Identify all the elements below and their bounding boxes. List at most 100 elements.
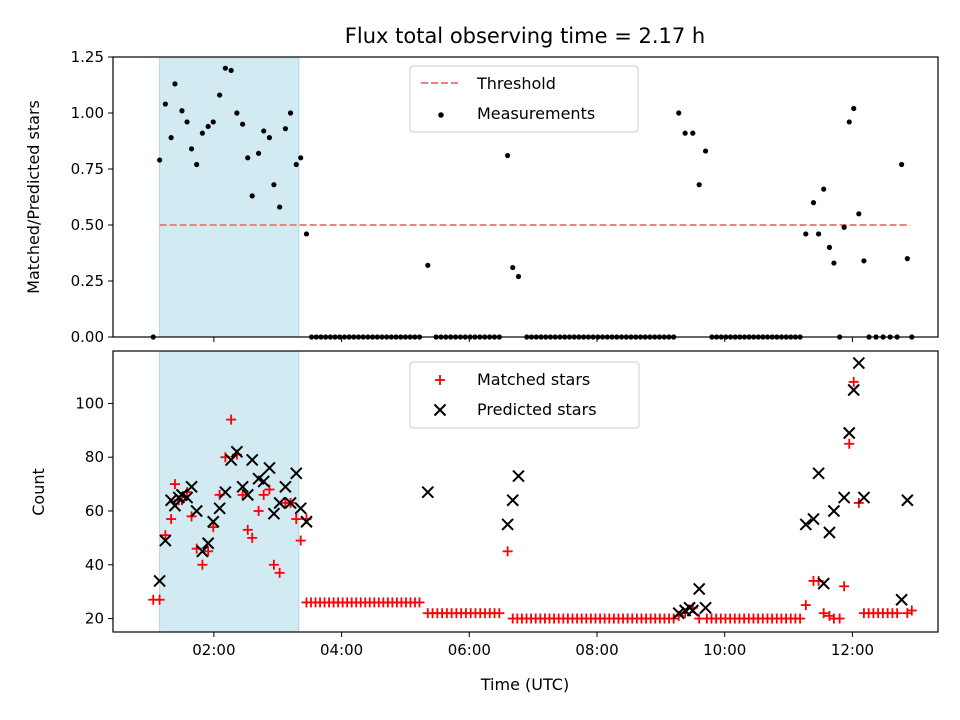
measurement-point bbox=[240, 121, 246, 127]
predicted-star-point bbox=[241, 488, 254, 502]
bottom-matched-points bbox=[148, 376, 917, 624]
x-stroke-b bbox=[207, 515, 220, 528]
measurement-point bbox=[298, 155, 304, 161]
predicted-star-point bbox=[185, 480, 198, 494]
x-stroke-b bbox=[252, 472, 265, 485]
measurement-point bbox=[515, 273, 522, 280]
predicted-star-point bbox=[827, 504, 841, 518]
predicted-star-point bbox=[201, 537, 215, 550]
measurement-point bbox=[222, 65, 228, 71]
x-stroke-b bbox=[284, 496, 297, 510]
matched-star-point bbox=[242, 524, 253, 535]
measurement-point bbox=[228, 67, 234, 74]
matched-star-point bbox=[258, 489, 269, 500]
measurement-point bbox=[899, 161, 905, 168]
y-tick-label: 0.25 bbox=[71, 272, 104, 290]
measurement-point bbox=[172, 81, 178, 87]
x-stroke-b bbox=[294, 502, 307, 515]
measurement-point bbox=[846, 119, 852, 125]
x-stroke-b bbox=[506, 494, 519, 507]
y-tick-label: 80 bbox=[85, 448, 104, 466]
matched-star-point bbox=[274, 567, 285, 578]
top-y-axis-label: Matched/Predicted stars bbox=[24, 100, 43, 294]
x-stroke-b bbox=[180, 491, 194, 504]
x-tick-label: 04:00 bbox=[320, 641, 363, 659]
matched-star-point bbox=[800, 600, 811, 611]
y-tick-label: 1.25 bbox=[71, 48, 104, 66]
x-tick-label: 10:00 bbox=[703, 641, 746, 659]
measurement-point bbox=[815, 231, 822, 237]
x-tick-label: 12:00 bbox=[831, 641, 874, 659]
x-stroke-b bbox=[236, 480, 249, 494]
matched-star-point bbox=[291, 514, 302, 525]
top-legend-box bbox=[409, 65, 639, 133]
top-plot-frame bbox=[112, 56, 939, 338]
legend-measurements-label: Measurements bbox=[477, 104, 595, 123]
predicted-star-point bbox=[230, 445, 244, 459]
matched-star-point bbox=[848, 376, 859, 387]
legend-threshold-label: Threshold bbox=[476, 74, 556, 93]
matched-star-point bbox=[795, 613, 806, 624]
x-stroke-b bbox=[267, 507, 281, 520]
observing-span bbox=[159, 56, 300, 338]
y-tick-label: 40 bbox=[85, 556, 104, 574]
x-stroke-b bbox=[159, 534, 172, 547]
x-stroke-b bbox=[153, 574, 166, 588]
x-stroke-b bbox=[812, 467, 825, 480]
predicted-star-point bbox=[219, 485, 232, 499]
bottom-x-axis: 02:00 04:00 06:00 08:00 10:00 12:00 bbox=[192, 632, 874, 659]
predicted-star-point bbox=[895, 593, 908, 606]
measurement-point bbox=[184, 119, 190, 125]
predicted-star-point bbox=[501, 518, 514, 531]
x-stroke-b bbox=[692, 582, 706, 596]
x-stroke-b bbox=[686, 604, 700, 617]
predicted-star-point bbox=[847, 383, 860, 397]
x-stroke-b bbox=[837, 491, 851, 504]
predicted-star-point bbox=[273, 496, 286, 510]
matched-star-point bbox=[268, 559, 279, 570]
measurement-point bbox=[255, 150, 262, 156]
predicted-star-point bbox=[823, 526, 836, 539]
predicted-star-point bbox=[153, 574, 166, 588]
predicted-star-point bbox=[512, 469, 525, 483]
predicted-star-point bbox=[843, 426, 856, 440]
matched-star-point bbox=[154, 594, 165, 605]
measurement-point bbox=[826, 244, 833, 250]
predicted-star-point bbox=[799, 518, 813, 531]
x-stroke-b bbox=[852, 356, 866, 370]
predicted-star-point bbox=[294, 502, 307, 515]
predicted-star-point bbox=[284, 496, 297, 510]
x-stroke-b bbox=[817, 577, 830, 590]
y-tick-label: 1.00 bbox=[71, 104, 104, 122]
measurement-point bbox=[676, 110, 682, 116]
measurement-point bbox=[168, 135, 174, 141]
matched-star-point bbox=[906, 605, 917, 616]
y-tick-label: 0.50 bbox=[71, 216, 104, 234]
x-stroke-b bbox=[512, 469, 525, 483]
predicted-star-point bbox=[213, 502, 226, 515]
measurement-point bbox=[293, 161, 299, 168]
x-stroke-b bbox=[263, 461, 276, 475]
x-stroke-b bbox=[421, 485, 435, 499]
predicted-star-point bbox=[224, 453, 238, 467]
measurement-point bbox=[162, 101, 168, 107]
measurement-point bbox=[856, 211, 862, 217]
measurement-point bbox=[194, 161, 200, 168]
bottom-plot-frame bbox=[112, 350, 939, 633]
measurement-point bbox=[271, 182, 277, 188]
x-stroke-b bbox=[185, 480, 198, 494]
measurement-point bbox=[210, 119, 216, 125]
x-stroke-b bbox=[290, 467, 303, 480]
matched-star-point bbox=[237, 489, 248, 500]
legend-matched-label: Matched stars bbox=[477, 370, 590, 389]
x-stroke-b bbox=[823, 526, 836, 539]
predicted-star-point bbox=[837, 491, 851, 504]
x-stroke-b bbox=[807, 512, 820, 526]
matched-star-point bbox=[494, 608, 505, 619]
predicted-star-point bbox=[852, 356, 866, 370]
bottom-y-axis: 20 40 60 80 100 bbox=[75, 394, 113, 628]
measurement-point bbox=[266, 135, 273, 141]
x-tick-label: 08:00 bbox=[575, 641, 618, 659]
matched-star-point bbox=[295, 535, 306, 546]
